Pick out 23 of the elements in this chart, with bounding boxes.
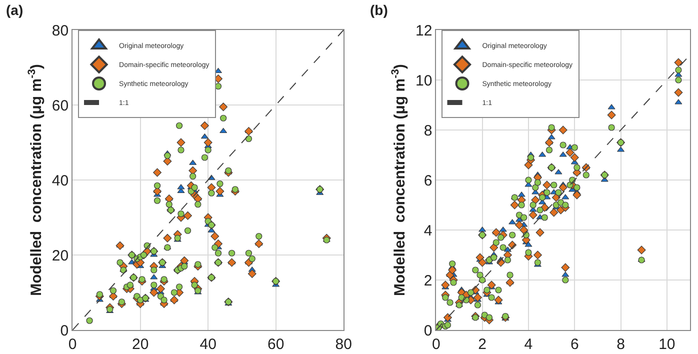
x-tick-label: 2 <box>478 336 486 353</box>
chart-title: (a) <box>6 2 24 18</box>
x-tick-label: 6 <box>570 336 579 353</box>
y-tick-label: 0 <box>424 322 432 340</box>
x-tick-label: 8 <box>616 336 625 353</box>
y-tick-label: 60 <box>52 97 69 114</box>
y-tick-label: 4 <box>424 222 432 240</box>
x-tick-label: 10 <box>658 336 676 353</box>
x-tick-label: 80 <box>335 336 352 353</box>
chart-title: (b) <box>370 2 388 18</box>
y-tick-label: 12 <box>415 22 432 40</box>
y-tick-label: 40 <box>52 172 69 190</box>
y-tick-label: 8 <box>424 122 432 140</box>
x-tick-label: 40 <box>200 336 216 353</box>
x-tick-label: 60 <box>267 336 284 353</box>
y-tick-label: 2 <box>424 272 432 290</box>
y-tick-label: 10 <box>415 72 432 90</box>
y-tick-label: 0 <box>60 322 69 340</box>
y-tick-label: 20 <box>52 247 69 264</box>
y-tick-label: 6 <box>424 172 432 190</box>
y-tick-label: 80 <box>52 22 69 40</box>
x-tick-label: 4 <box>524 336 533 353</box>
x-tick-label: 20 <box>132 336 149 353</box>
